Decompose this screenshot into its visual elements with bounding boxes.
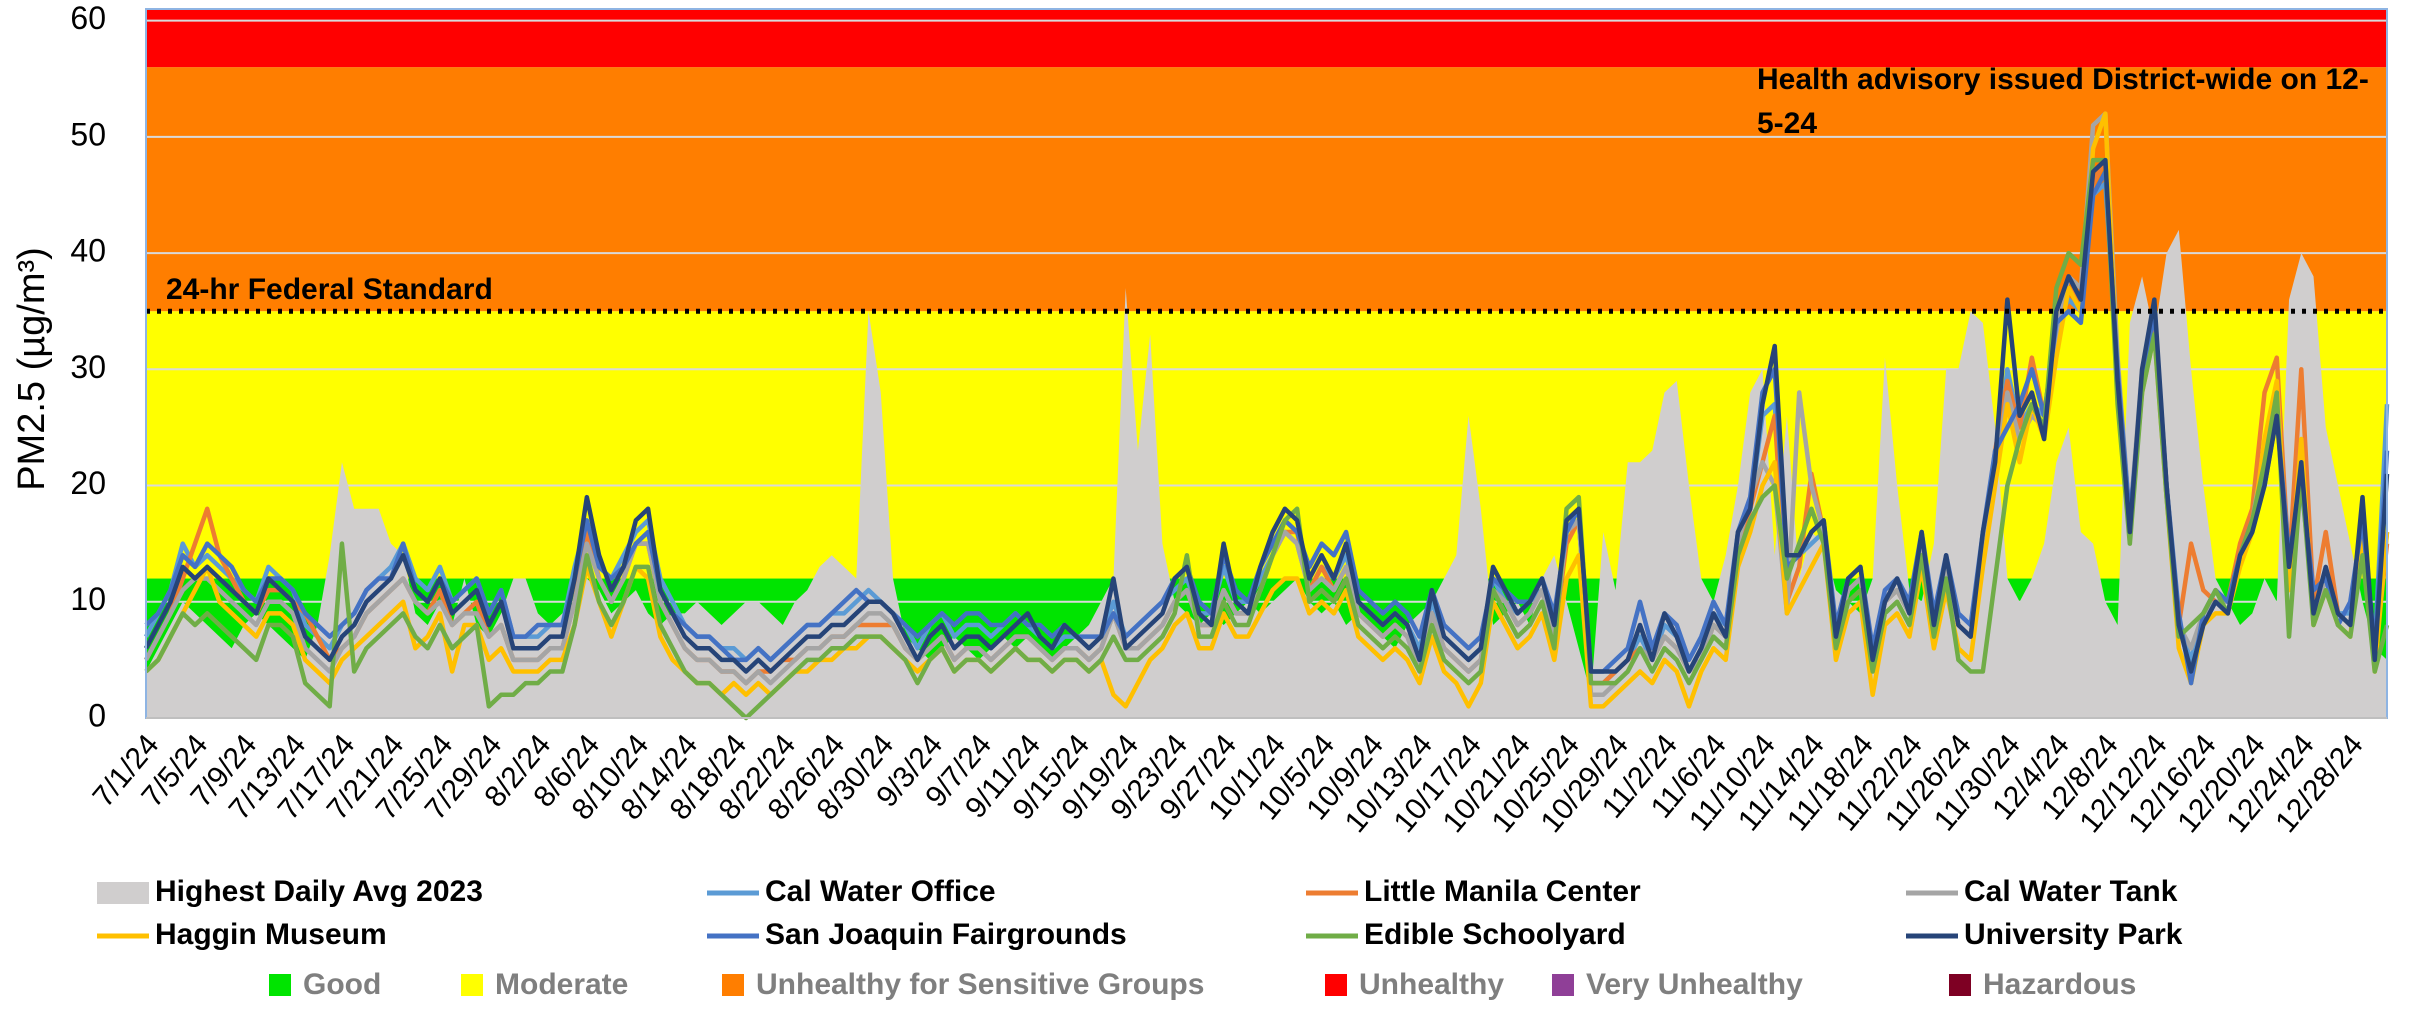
legend-label: Cal Water Tank	[1964, 875, 2178, 908]
legend-label: Haggin Museum	[155, 918, 387, 951]
legend-label: University Park	[1964, 918, 2183, 951]
legend-label: Unhealthy	[1359, 968, 1504, 1001]
legend-label: Moderate	[495, 968, 628, 1001]
reference-label: 24-hr Federal Standard	[166, 273, 493, 306]
legend-label: Unhealthy for Sensitive Groups	[756, 968, 1204, 1001]
y-tick-label: 50	[70, 116, 106, 152]
legend-label: Hazardous	[1983, 968, 2136, 1001]
legend-label: Cal Water Office	[765, 875, 996, 908]
legend-label: Edible Schoolyard	[1364, 918, 1626, 951]
y-axis-label: PM2.5 (µg/m³)	[11, 247, 53, 491]
legend-swatch	[1552, 974, 1574, 996]
legend-swatch	[97, 882, 149, 904]
y-tick-label: 40	[70, 233, 106, 269]
area	[146, 229, 2387, 718]
legend-label: Good	[303, 968, 381, 1001]
line	[144, 157, 2390, 721]
legend-label: Very Unhealthy	[1586, 968, 1803, 1001]
legend-label: San Joaquin Fairgrounds	[765, 918, 1127, 951]
y-tick-label: 10	[70, 581, 106, 617]
legend-label: Little Manila Center	[1364, 875, 1641, 908]
annotation: Health advisory issued District-wide on …	[1757, 63, 2369, 140]
legend-swatch	[1949, 974, 1971, 996]
legend-swatch	[461, 974, 483, 996]
legend-swatch	[722, 974, 744, 996]
y-tick-label: 0	[88, 697, 106, 733]
legend-swatch	[269, 974, 291, 996]
y-tick-label: 60	[70, 0, 106, 36]
aqi-band	[146, 67, 2387, 312]
y-tick-label: 20	[70, 465, 106, 501]
line	[144, 111, 2390, 709]
line	[144, 157, 2390, 674]
y-tick-label: 30	[70, 349, 106, 385]
aqi-band	[146, 9, 2387, 68]
legend-swatch	[1325, 974, 1347, 996]
legend-label: Highest Daily Avg 2023	[155, 875, 483, 908]
